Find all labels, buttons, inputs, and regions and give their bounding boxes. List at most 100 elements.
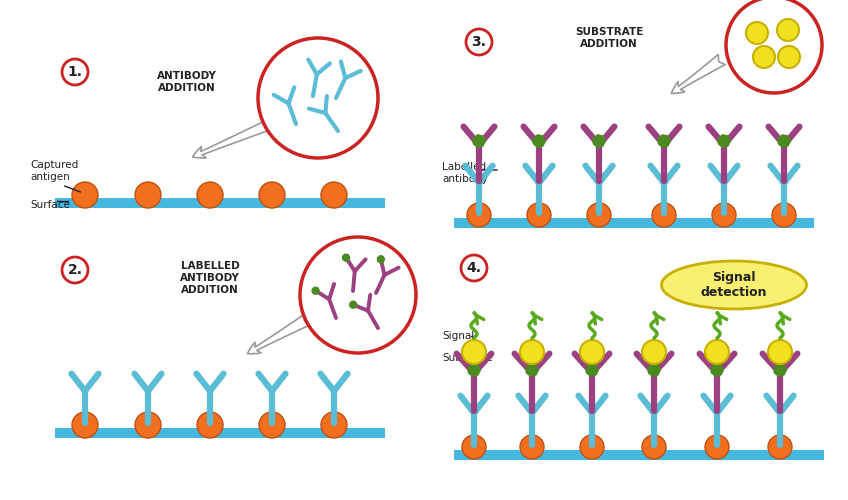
Circle shape (777, 19, 799, 41)
Circle shape (467, 203, 491, 227)
Circle shape (72, 182, 98, 208)
Circle shape (648, 365, 654, 372)
Circle shape (380, 256, 384, 260)
Circle shape (783, 135, 789, 141)
Text: 1.: 1. (68, 65, 82, 79)
Circle shape (660, 137, 668, 145)
Circle shape (720, 134, 727, 141)
Circle shape (467, 365, 474, 372)
Text: Signal
detection: Signal detection (700, 271, 767, 299)
Circle shape (526, 365, 533, 372)
Circle shape (531, 370, 538, 376)
Circle shape (780, 134, 787, 141)
Circle shape (535, 137, 543, 145)
Circle shape (479, 138, 486, 144)
Text: LABELLED
ANTIBODY
ADDITION: LABELLED ANTIBODY ADDITION (180, 262, 240, 294)
Circle shape (600, 138, 605, 144)
Circle shape (72, 412, 98, 438)
Circle shape (535, 134, 542, 141)
Circle shape (353, 301, 357, 305)
Circle shape (642, 435, 666, 459)
Circle shape (470, 363, 477, 370)
Text: Captured
antigen: Captured antigen (30, 160, 78, 182)
Circle shape (345, 254, 349, 258)
Circle shape (259, 182, 285, 208)
Circle shape (660, 134, 667, 141)
Circle shape (776, 370, 783, 377)
Circle shape (313, 291, 317, 295)
Circle shape (657, 139, 664, 146)
Bar (55, 198, 385, 208)
Circle shape (315, 288, 320, 293)
Circle shape (477, 140, 484, 147)
Circle shape (62, 257, 88, 283)
Circle shape (780, 137, 788, 145)
Circle shape (258, 38, 378, 158)
Circle shape (315, 290, 319, 294)
Circle shape (705, 435, 729, 459)
Circle shape (778, 370, 785, 376)
Circle shape (591, 370, 598, 376)
Circle shape (313, 288, 318, 293)
Circle shape (342, 256, 346, 260)
Circle shape (259, 412, 285, 438)
Bar (454, 450, 824, 460)
Circle shape (648, 368, 654, 375)
Circle shape (377, 258, 381, 262)
Text: Substrate: Substrate (442, 353, 493, 363)
Circle shape (768, 340, 792, 364)
Circle shape (587, 203, 611, 227)
Circle shape (311, 290, 315, 294)
Circle shape (780, 141, 787, 148)
Circle shape (475, 134, 482, 141)
Circle shape (466, 29, 492, 55)
Circle shape (592, 366, 599, 374)
Circle shape (726, 0, 822, 93)
Circle shape (353, 304, 357, 308)
Circle shape (598, 140, 605, 147)
Circle shape (784, 138, 791, 144)
Circle shape (473, 370, 480, 376)
Bar (55, 428, 385, 438)
Circle shape (746, 22, 768, 44)
Circle shape (378, 257, 383, 262)
Circle shape (467, 368, 474, 375)
Circle shape (538, 140, 544, 147)
Circle shape (528, 366, 536, 374)
Circle shape (343, 254, 348, 258)
Circle shape (472, 139, 479, 146)
Circle shape (315, 287, 319, 291)
Circle shape (593, 136, 600, 143)
Circle shape (135, 182, 161, 208)
Circle shape (650, 370, 656, 377)
Circle shape (378, 255, 382, 259)
Circle shape (349, 304, 354, 308)
Circle shape (346, 256, 350, 260)
Circle shape (588, 363, 594, 370)
Circle shape (527, 370, 534, 377)
Circle shape (778, 46, 800, 68)
Ellipse shape (661, 261, 806, 309)
Circle shape (300, 237, 416, 353)
Circle shape (477, 135, 484, 141)
Circle shape (594, 141, 601, 148)
Circle shape (713, 370, 720, 377)
Circle shape (313, 286, 317, 290)
Text: Signal: Signal (442, 331, 474, 341)
Text: SUBSTRATE
ADDITION: SUBSTRATE ADDITION (575, 27, 643, 49)
Circle shape (342, 254, 346, 259)
Circle shape (461, 255, 487, 281)
Circle shape (778, 364, 785, 370)
Circle shape (197, 412, 223, 438)
Circle shape (716, 370, 722, 376)
Circle shape (663, 135, 670, 141)
Circle shape (470, 366, 478, 374)
Circle shape (591, 364, 598, 370)
Circle shape (598, 135, 605, 141)
Circle shape (580, 340, 604, 364)
Circle shape (711, 365, 717, 372)
Circle shape (378, 260, 382, 264)
Circle shape (660, 141, 667, 148)
Circle shape (776, 363, 783, 370)
Circle shape (773, 365, 780, 372)
